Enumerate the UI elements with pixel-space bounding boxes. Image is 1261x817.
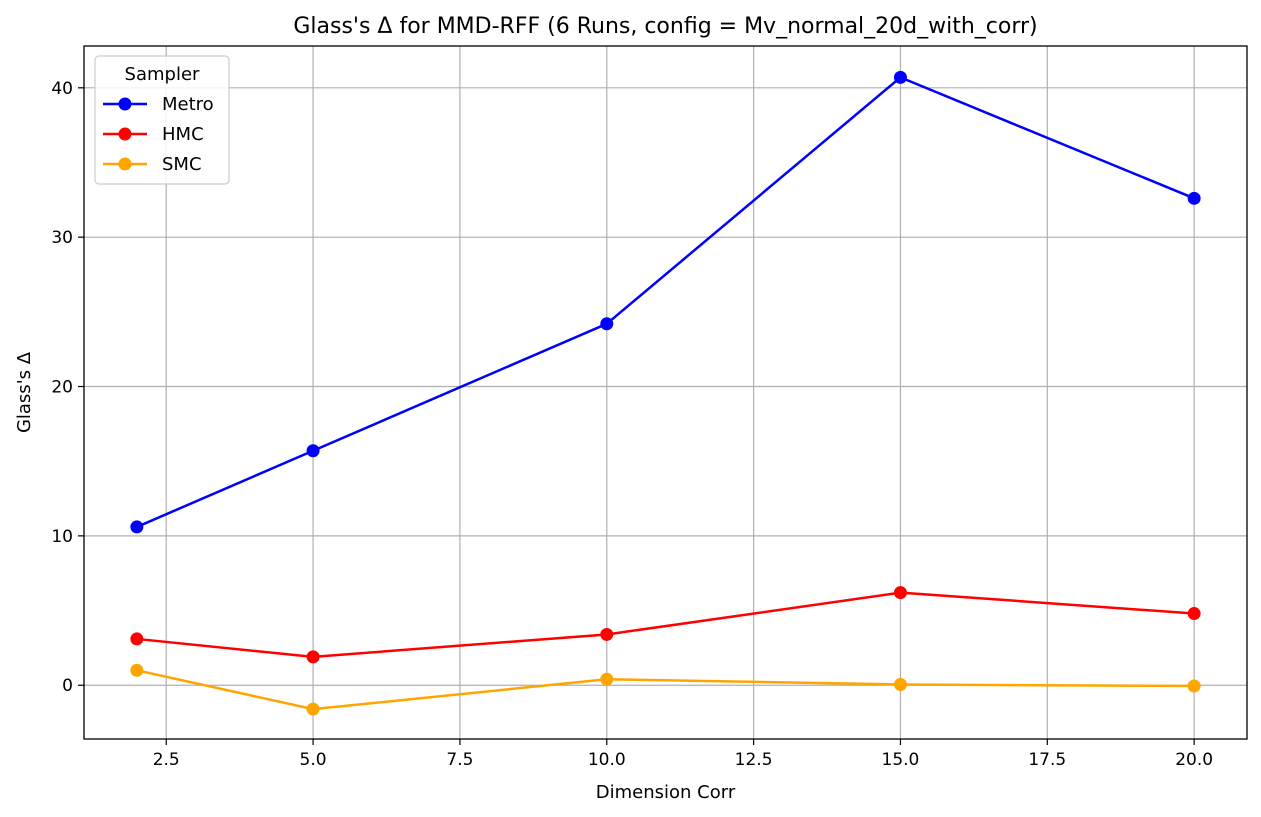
data-point-hmc bbox=[130, 632, 144, 646]
y-tick-label: 30 bbox=[51, 228, 73, 248]
y-axis-label: Glass's Δ bbox=[14, 351, 35, 433]
x-axis-label: Dimension Corr bbox=[596, 782, 736, 803]
x-tick-label: 5.0 bbox=[300, 750, 327, 770]
legend-items: Metro HMC SMC bbox=[103, 94, 214, 175]
data-point-hmc bbox=[1187, 607, 1201, 621]
legend: Sampler Metro HMC SMC bbox=[94, 55, 230, 185]
legend-label-smc: SMC bbox=[162, 154, 202, 175]
x-tick-label: 12.5 bbox=[735, 750, 773, 770]
x-tick-label: 2.5 bbox=[153, 750, 180, 770]
legend-marker-smc bbox=[118, 157, 132, 171]
legend-box bbox=[94, 55, 230, 185]
x-tick-label: 20.0 bbox=[1175, 750, 1213, 770]
data-point-metro bbox=[893, 70, 907, 84]
x-tick-label: 15.0 bbox=[882, 750, 920, 770]
data-point-metro bbox=[306, 444, 320, 458]
chart-title: Glass's Δ for MMD-RFF (6 Runs, config = … bbox=[293, 14, 1037, 39]
y-tick-label: 10 bbox=[51, 527, 73, 547]
y-tick-label: 0 bbox=[62, 676, 73, 696]
grid bbox=[84, 46, 1247, 739]
data-point-smc bbox=[1187, 679, 1201, 693]
series-layer bbox=[130, 70, 1201, 716]
data-point-metro bbox=[1187, 191, 1201, 205]
data-point-metro bbox=[130, 520, 144, 534]
legend-label-metro: Metro bbox=[162, 94, 214, 115]
legend-marker-hmc bbox=[118, 127, 132, 141]
legend-title: Sampler bbox=[125, 64, 200, 85]
ticks: 2.5 5.0 7.5 10.0 12.5 15.0 17.5 20.0 0 10 20 30 40 bbox=[51, 79, 1213, 770]
x-tick-label: 10.0 bbox=[588, 750, 626, 770]
data-point-hmc bbox=[893, 586, 907, 600]
y-tick-label: 40 bbox=[51, 79, 73, 99]
x-tick-label: 7.5 bbox=[446, 750, 473, 770]
data-point-smc bbox=[893, 677, 907, 691]
data-point-metro bbox=[600, 317, 614, 331]
plot-frame bbox=[83, 45, 1248, 740]
y-tick-label: 20 bbox=[51, 378, 73, 398]
legend-label-hmc: HMC bbox=[162, 124, 204, 145]
data-point-smc bbox=[600, 672, 614, 686]
data-point-smc bbox=[130, 663, 144, 677]
data-point-smc bbox=[306, 702, 320, 716]
x-tick-label: 17.5 bbox=[1028, 750, 1066, 770]
legend-marker-metro bbox=[118, 97, 132, 111]
data-point-hmc bbox=[600, 627, 614, 641]
data-point-hmc bbox=[306, 650, 320, 664]
